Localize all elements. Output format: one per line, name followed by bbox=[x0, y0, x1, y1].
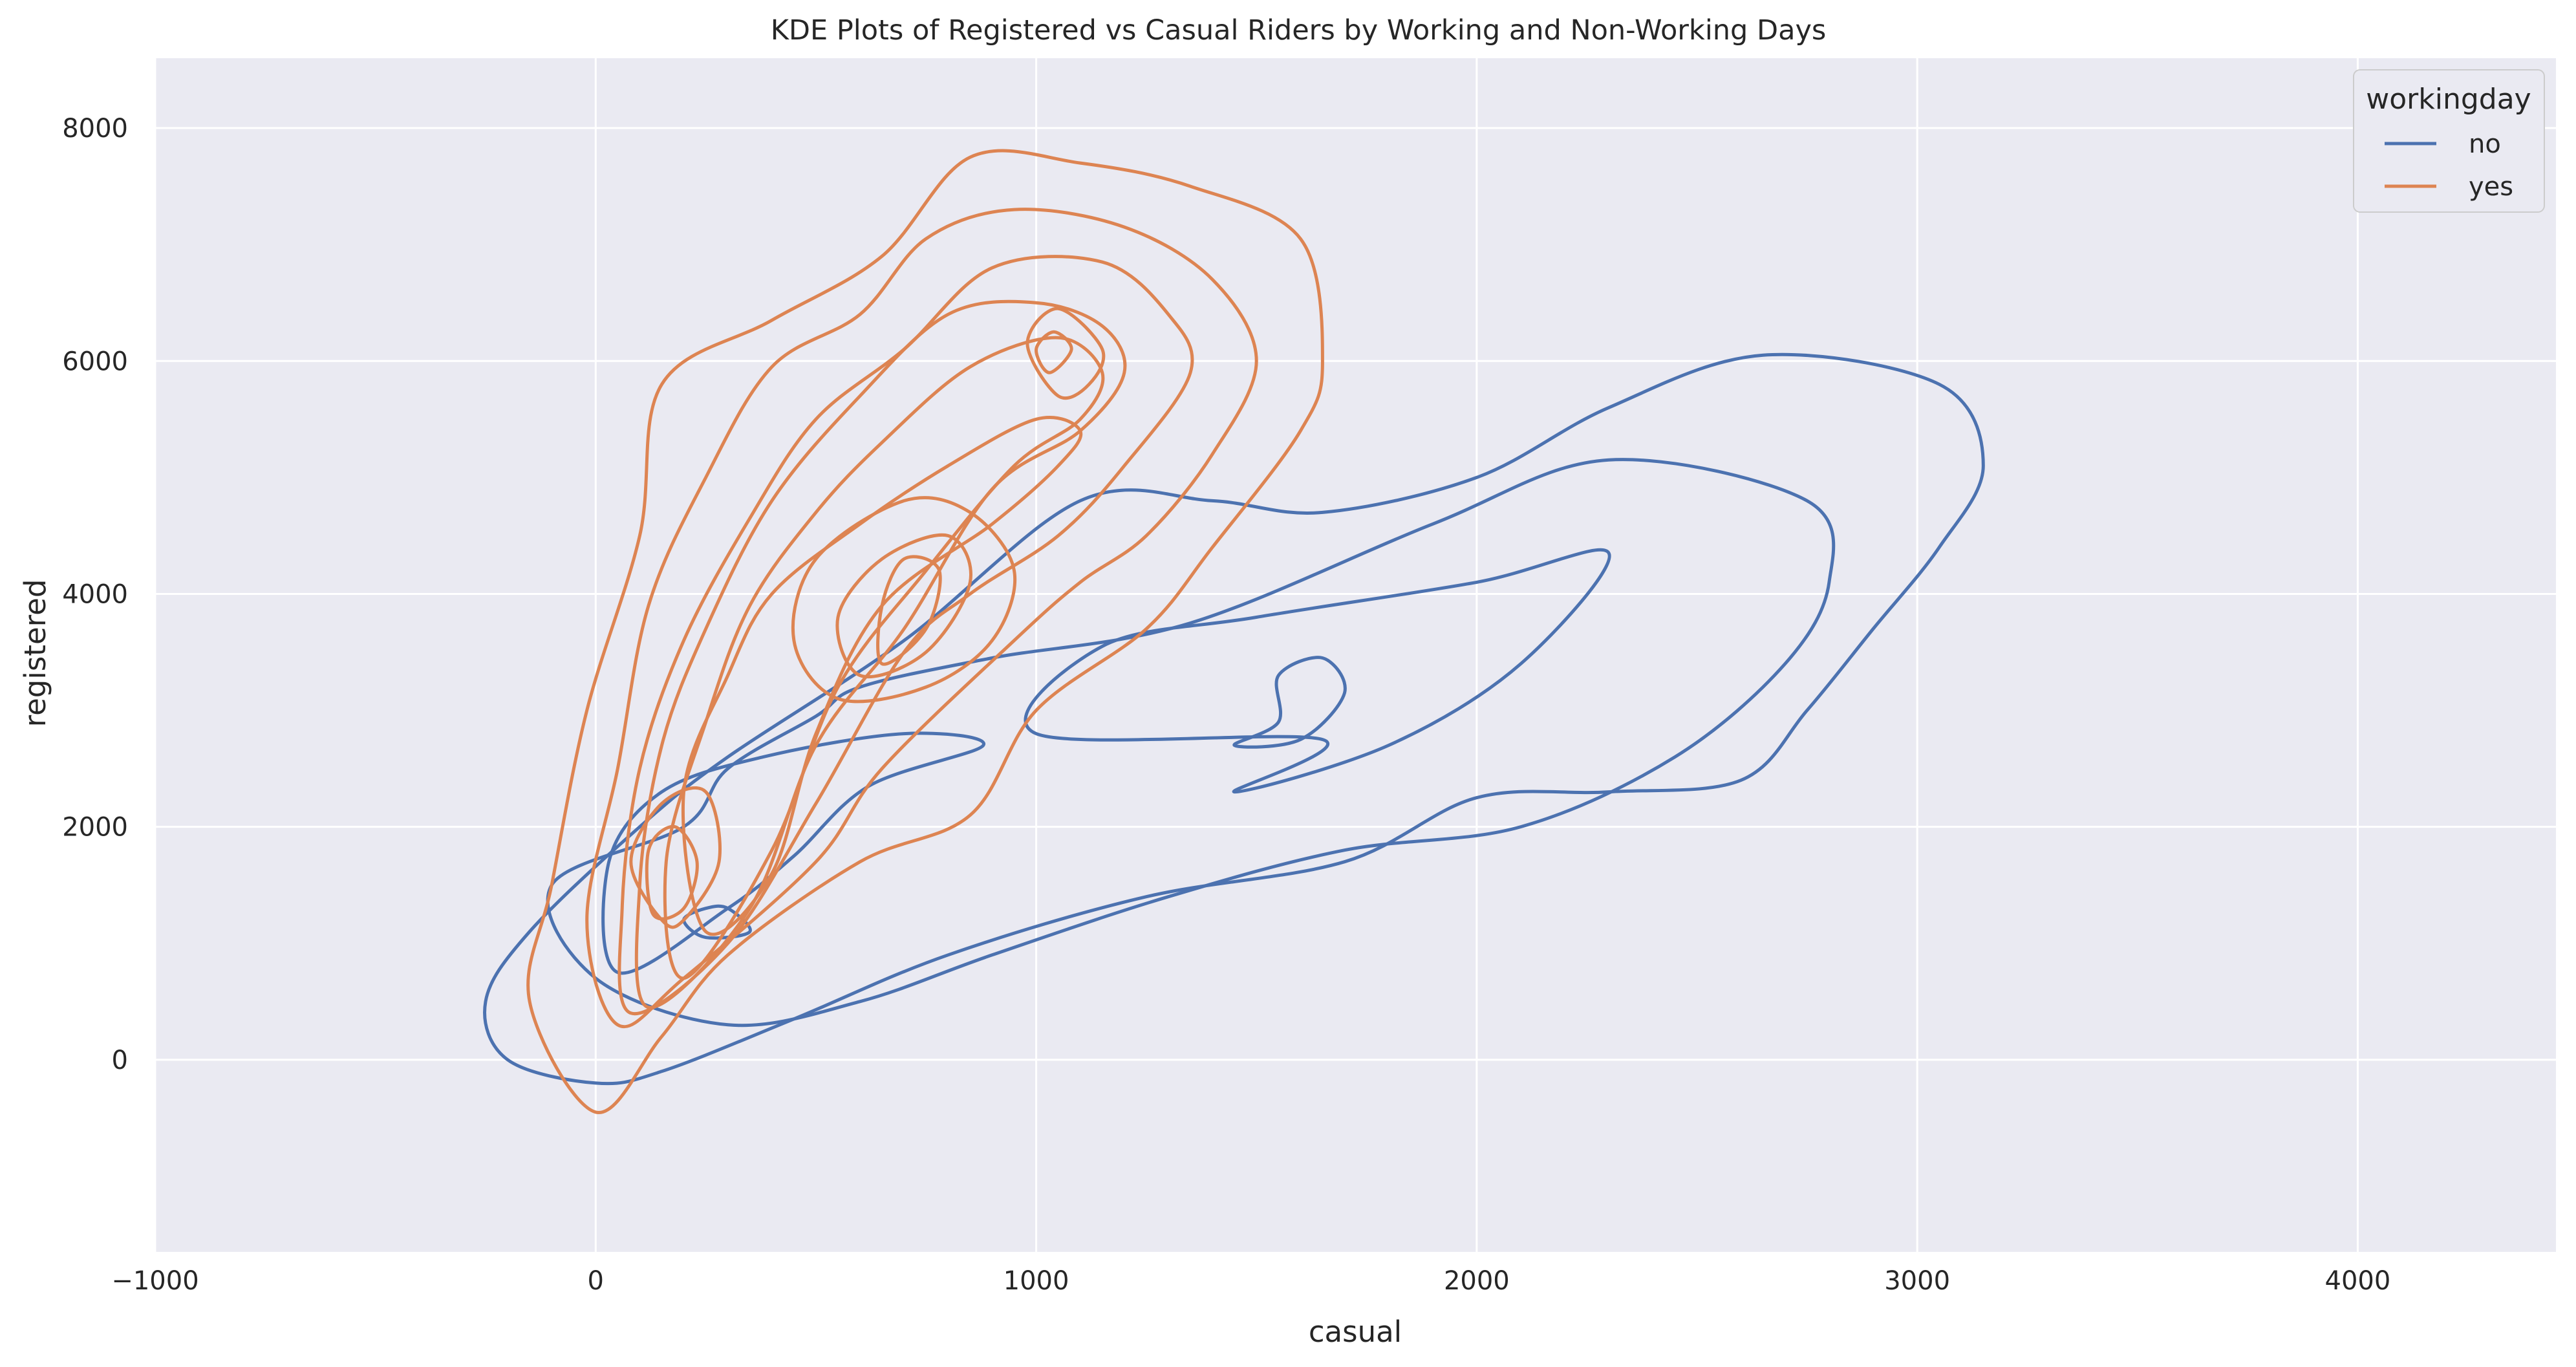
contour-yes-1 bbox=[585, 208, 1258, 1029]
contour-no-1 bbox=[546, 458, 1836, 1028]
contour-yes-12 bbox=[645, 824, 699, 921]
y-axis-label: registered bbox=[18, 579, 52, 727]
y-tick-label: 0 bbox=[112, 1046, 128, 1075]
legend-label-no: no bbox=[2469, 129, 2501, 159]
y-tick-label: 6000 bbox=[62, 347, 128, 376]
x-axis-label: casual bbox=[1309, 1315, 1402, 1349]
contour-lines bbox=[483, 149, 1985, 1114]
x-tick-label: 4000 bbox=[2325, 1266, 2391, 1296]
contour-yes-0 bbox=[526, 149, 1324, 1114]
contour-yes-3 bbox=[634, 299, 1127, 1009]
x-tick-label: 1000 bbox=[1004, 1266, 1069, 1296]
x-tick-label: 3000 bbox=[1884, 1266, 1950, 1296]
contour-yes-2 bbox=[617, 255, 1194, 1016]
series-yes bbox=[526, 149, 1324, 1114]
y-tick-label: 4000 bbox=[62, 579, 128, 609]
contour-yes-8 bbox=[876, 555, 942, 666]
x-tick-label: 0 bbox=[588, 1266, 604, 1296]
contour-yes-10 bbox=[1035, 330, 1073, 374]
contour-yes-6 bbox=[791, 496, 1017, 704]
y-axis-ticks: 0 2000 4000 6000 8000 bbox=[62, 114, 128, 1075]
contour-yes-11 bbox=[629, 786, 722, 929]
contour-no-0 bbox=[483, 352, 1985, 1086]
plot-area bbox=[155, 58, 2556, 1252]
contour-yes-9 bbox=[1025, 307, 1106, 400]
x-tick-label: 2000 bbox=[1444, 1266, 1510, 1296]
legend-label-yes: yes bbox=[2469, 172, 2513, 202]
legend-frame bbox=[2353, 69, 2545, 213]
chart-title: KDE Plots of Registered vs Casual Riders… bbox=[771, 14, 1827, 47]
legend: workingday no yes bbox=[2353, 69, 2545, 213]
contour-yes-5 bbox=[681, 416, 1083, 936]
y-tick-label: 8000 bbox=[62, 114, 128, 144]
contour-yes-7 bbox=[835, 533, 972, 679]
contour-no-3 bbox=[1024, 548, 1611, 794]
x-axis-ticks: −1000 0 1000 2000 3000 4000 bbox=[111, 1266, 2390, 1296]
legend-title: workingday bbox=[2366, 83, 2531, 116]
x-tick-label: −1000 bbox=[111, 1266, 199, 1296]
contour-no-4 bbox=[1232, 656, 1347, 749]
y-tick-label: 2000 bbox=[62, 813, 128, 843]
